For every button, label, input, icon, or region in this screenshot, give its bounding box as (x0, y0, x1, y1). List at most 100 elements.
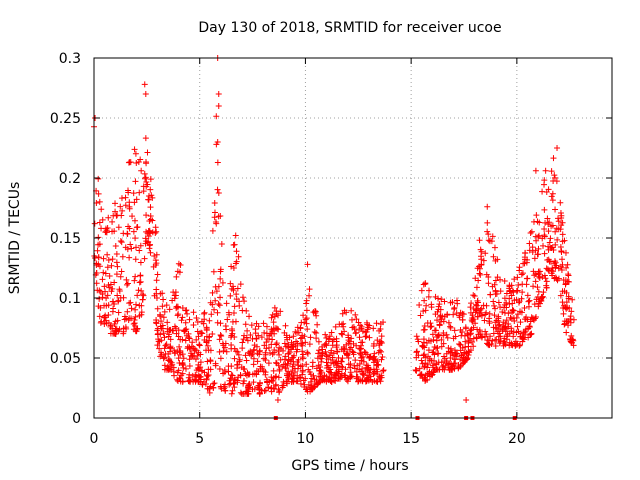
data-point (95, 190, 102, 197)
data-point (247, 331, 254, 338)
data-point (126, 199, 133, 206)
data-point (137, 259, 144, 266)
data-point (182, 319, 189, 326)
data-point (284, 343, 291, 350)
data-point (357, 322, 364, 329)
data-point (307, 378, 314, 385)
data-point (99, 276, 106, 283)
data-point (204, 342, 211, 349)
data-point (236, 358, 243, 365)
data-point (223, 326, 230, 333)
data-point (104, 292, 111, 299)
data-point (124, 280, 131, 287)
data-point (544, 266, 551, 273)
data-point (563, 264, 570, 271)
data-point (569, 296, 576, 303)
data-point (565, 295, 572, 302)
data-point (263, 323, 270, 330)
data-point (203, 338, 210, 345)
data-point (126, 225, 133, 232)
data-point (478, 248, 485, 255)
data-point (165, 351, 172, 358)
data-point (358, 345, 365, 352)
data-point (250, 355, 257, 362)
data-point (211, 380, 218, 387)
data-point (296, 375, 303, 382)
data-point (265, 335, 272, 342)
data-point (244, 327, 251, 334)
data-point (115, 224, 122, 231)
data-point (502, 328, 509, 335)
data-point (181, 327, 188, 334)
data-point (249, 335, 256, 342)
data-point (339, 331, 346, 338)
data-point (132, 256, 139, 263)
data-point (263, 339, 270, 346)
data-point (525, 334, 532, 341)
data-point (484, 203, 491, 210)
data-point (420, 336, 427, 343)
data-point (300, 312, 307, 319)
data-point (485, 237, 492, 244)
data-point (96, 219, 103, 226)
data-point (113, 212, 120, 219)
data-point (303, 320, 310, 327)
data-point (126, 254, 133, 261)
data-point (297, 335, 304, 342)
data-point (196, 341, 203, 348)
data-point (262, 357, 269, 364)
data-point (355, 376, 362, 383)
data-point (171, 295, 178, 302)
data-point (254, 358, 261, 365)
data-point (299, 362, 306, 369)
data-point (167, 358, 174, 365)
data-point (510, 315, 517, 322)
data-point (186, 371, 193, 378)
data-point (175, 311, 182, 318)
data-point (476, 270, 483, 277)
data-point (483, 309, 490, 316)
data-point (371, 350, 378, 357)
data-point (425, 347, 432, 354)
data-point (111, 279, 118, 286)
data-point (523, 281, 530, 288)
data-point (490, 298, 497, 305)
data-point (217, 268, 224, 275)
data-point (532, 167, 539, 174)
data-point (552, 228, 559, 235)
data-point (535, 232, 542, 239)
data-point (526, 297, 533, 304)
data-point (520, 329, 527, 336)
data-point (118, 268, 125, 275)
data-point (158, 351, 165, 358)
data-point (137, 278, 144, 285)
data-point (299, 371, 306, 378)
data-point (303, 300, 310, 307)
data-point (307, 334, 314, 341)
data-point (146, 242, 153, 249)
data-point (363, 375, 370, 382)
data-point (503, 304, 510, 311)
data-point (557, 244, 564, 251)
data-point (179, 305, 186, 312)
data-point (533, 237, 540, 244)
data-point (519, 338, 526, 345)
data-point (196, 342, 203, 349)
data-point (492, 342, 499, 349)
data-point (345, 340, 352, 347)
data-point (134, 223, 141, 230)
data-point (345, 355, 352, 362)
data-point (154, 305, 161, 312)
data-point (487, 291, 494, 298)
data-point (482, 250, 489, 257)
data-point (94, 287, 101, 294)
data-point (297, 324, 304, 331)
data-point (231, 241, 238, 248)
data-point (322, 340, 329, 347)
data-point (234, 348, 241, 355)
data-point (429, 331, 436, 338)
data-point (306, 292, 313, 299)
data-point (427, 320, 434, 327)
data-point (113, 251, 120, 258)
